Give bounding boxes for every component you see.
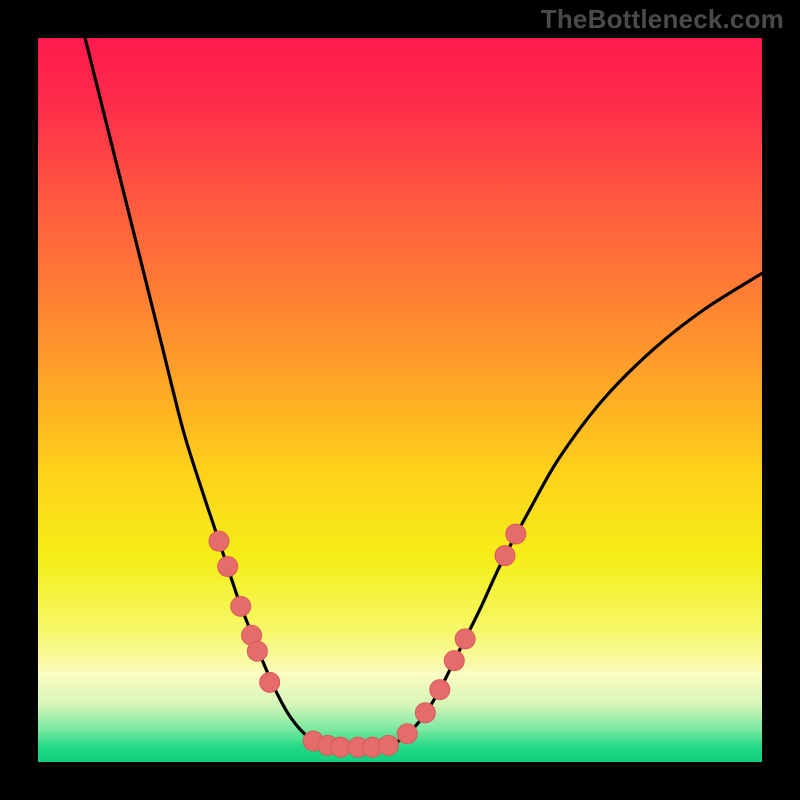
data-marker — [506, 524, 526, 544]
data-marker — [444, 651, 464, 671]
data-marker — [260, 672, 280, 692]
data-marker — [455, 629, 475, 649]
data-marker — [247, 641, 267, 661]
data-marker — [415, 703, 435, 723]
chart-svg — [38, 38, 762, 762]
chart-stage: TheBottleneck.com — [0, 0, 800, 800]
data-marker — [218, 557, 238, 577]
plot-area — [38, 38, 762, 762]
gradient-background — [38, 38, 762, 762]
watermark-text: TheBottleneck.com — [541, 4, 784, 35]
data-marker — [495, 546, 515, 566]
data-marker — [231, 596, 251, 616]
data-marker — [209, 531, 229, 551]
data-marker — [378, 735, 398, 755]
data-marker — [430, 680, 450, 700]
data-marker — [397, 724, 417, 744]
